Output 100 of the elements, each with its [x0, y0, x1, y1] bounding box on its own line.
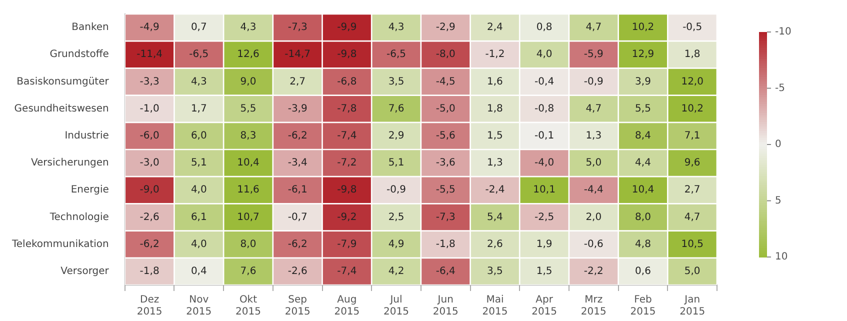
data-label: 5,0 [586, 158, 602, 169]
data-label: 7,1 [684, 130, 700, 142]
data-label: 4,3 [388, 22, 404, 34]
data-label: -2,9 [436, 22, 456, 34]
x-tick-label: Nov 2015 [186, 294, 212, 318]
y-tick-label: Grundstoffe [50, 49, 109, 60]
y-tick-label: Versicherungen [30, 158, 109, 169]
data-label: -9,8 [337, 184, 357, 196]
data-label: 0,4 [190, 266, 207, 278]
data-label: 2,9 [388, 130, 404, 142]
data-label: -4,9 [140, 22, 160, 34]
data-label: -7,3 [288, 22, 308, 34]
data-label: 6,0 [190, 130, 207, 142]
data-label: 1,3 [586, 130, 602, 142]
data-label: -7,9 [337, 238, 357, 250]
data-label: -3,3 [140, 76, 160, 88]
data-label: 4,3 [190, 76, 207, 88]
data-label: -1,8 [140, 266, 160, 278]
color-bar-label: -5 [775, 82, 785, 94]
y-tick-label: Telekommunikation [10, 238, 109, 250]
x-tick-label: Okt 2015 [236, 294, 261, 318]
data-label: 4,7 [586, 103, 602, 114]
data-label: 10,2 [632, 22, 654, 34]
data-label: 1,7 [190, 103, 207, 114]
data-label: 12,9 [632, 49, 654, 60]
data-label: 1,9 [536, 238, 552, 250]
y-tick-label: Industrie [64, 130, 109, 142]
data-label: 2,7 [290, 76, 306, 88]
data-label: 8,0 [240, 238, 256, 250]
y-tick-label: Gesundheitswesen [14, 103, 109, 114]
data-label: -7,2 [337, 158, 357, 169]
data-label: -2,2 [584, 266, 604, 278]
data-label: 5,0 [684, 266, 700, 278]
data-label: -0,4 [534, 76, 554, 88]
data-label: 2,5 [388, 212, 404, 223]
data-label: -1,2 [485, 49, 505, 60]
data-label: -6,5 [189, 49, 209, 60]
color-bar-label: -10 [775, 26, 792, 38]
data-label: -4,0 [534, 158, 554, 169]
y-tick-label: Versorger [60, 266, 110, 278]
data-label: 2,6 [487, 238, 503, 250]
data-label: 5,1 [190, 158, 207, 169]
data-label: 1,3 [487, 158, 503, 169]
color-bar-label: 5 [775, 195, 782, 206]
data-label: -0,6 [584, 238, 604, 250]
data-label: -6,5 [386, 49, 406, 60]
y-tick-label: Banken [72, 22, 109, 34]
data-label: 0,8 [536, 22, 552, 34]
data-label: 8,4 [635, 130, 651, 142]
data-label: 4,4 [635, 158, 651, 169]
data-label: 4,7 [586, 22, 602, 34]
data-label: 4,0 [190, 184, 207, 196]
data-label: 4,9 [388, 238, 404, 250]
data-label: 9,0 [240, 76, 256, 88]
data-label: 3,5 [487, 266, 503, 278]
data-label: 2,4 [487, 22, 503, 34]
data-label: -5,6 [436, 130, 456, 142]
data-label: 1,5 [536, 266, 552, 278]
data-label: -7,4 [337, 130, 357, 142]
data-label: 10,5 [681, 238, 704, 250]
data-label: -1,0 [140, 103, 160, 114]
x-tick-label: Mai 2015 [482, 294, 508, 318]
data-label: -1,8 [436, 238, 456, 250]
data-label: -6,4 [436, 266, 456, 278]
data-label: 7,6 [388, 103, 404, 114]
data-label: -2,4 [485, 184, 505, 196]
data-label: 5,5 [240, 103, 256, 114]
y-tick-label: Technologie [48, 212, 109, 223]
data-label: 10,7 [237, 212, 260, 223]
data-label: 4,7 [684, 212, 700, 223]
x-tick-label: Apr 2015 [532, 294, 558, 318]
color-bar-label: 10 [775, 252, 788, 263]
data-label: 0,7 [190, 22, 207, 34]
data-label: 10,2 [681, 103, 704, 114]
data-label: -7,3 [436, 212, 456, 223]
x-tick-label: Mrz 2015 [580, 294, 606, 318]
data-label: 3,9 [635, 76, 651, 88]
data-label: -9,8 [337, 49, 357, 60]
color-bar-label: 0 [775, 139, 782, 150]
data-label: 10,4 [237, 158, 260, 169]
data-label: 2,0 [586, 212, 602, 223]
data-label: -7,8 [337, 103, 357, 114]
data-label: 6,1 [190, 212, 207, 223]
data-label: -6,0 [140, 130, 160, 142]
data-label: 10,1 [533, 184, 556, 196]
data-label: -5,5 [436, 184, 456, 196]
data-label: -0,1 [534, 130, 554, 142]
data-label: -11,4 [136, 49, 162, 60]
data-label: -3,0 [140, 158, 160, 169]
data-label: -0,5 [682, 22, 702, 34]
data-label: -2,6 [140, 212, 160, 223]
data-label: -7,4 [337, 266, 357, 278]
data-label: 12,0 [681, 76, 704, 88]
x-tick-label: Jun 2015 [432, 294, 458, 318]
data-label: 1,8 [684, 49, 700, 60]
x-tick-label: Feb 2015 [630, 294, 656, 318]
data-label: 4,3 [240, 22, 256, 34]
data-label: 2,7 [684, 184, 700, 196]
data-label: -2,5 [534, 212, 554, 223]
data-label: 0,6 [635, 266, 651, 278]
